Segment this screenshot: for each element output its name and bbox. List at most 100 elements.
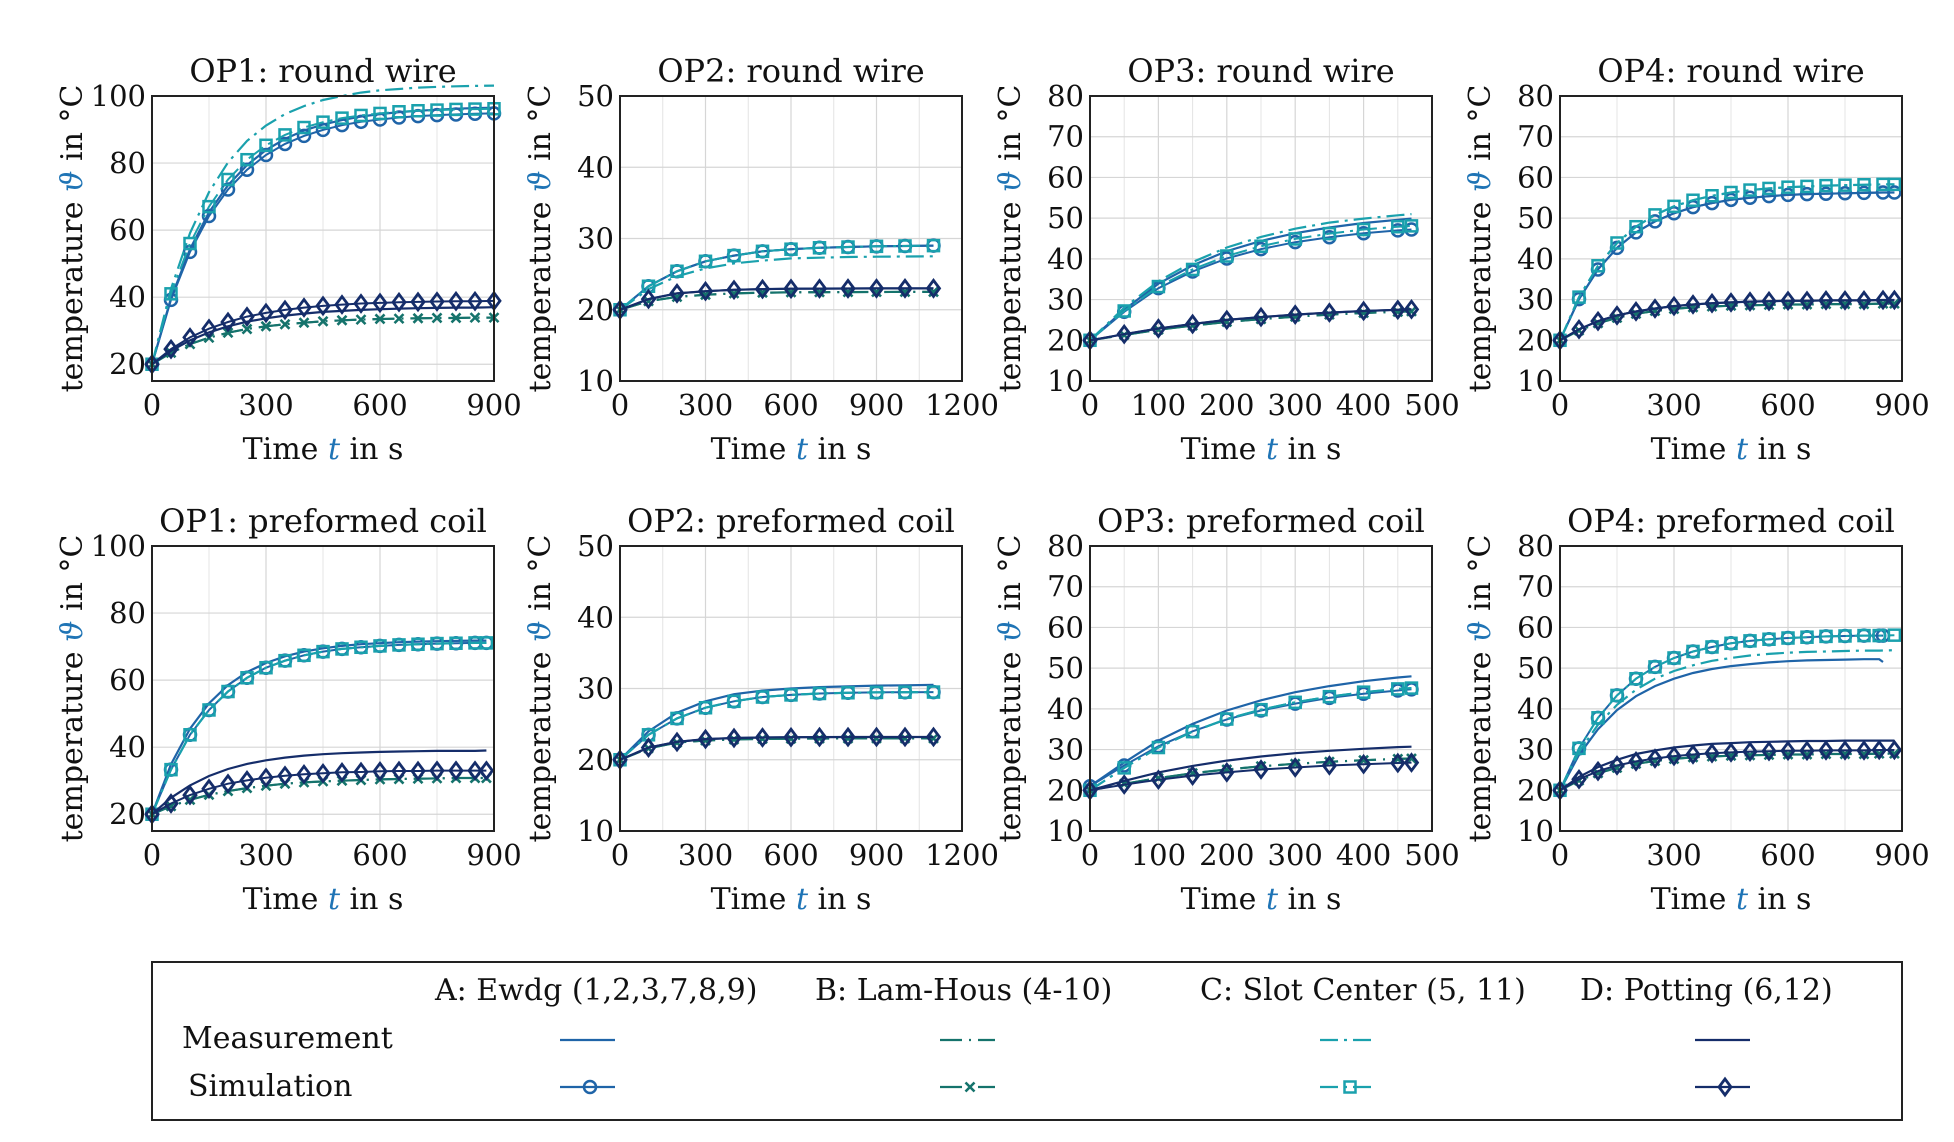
simulation-line-d <box>1089 308 1412 342</box>
sim-marker-c <box>164 287 178 301</box>
x-tick-label: 0 <box>1081 838 1099 872</box>
y-axis-label: temperature ϑ in °C <box>523 535 558 843</box>
sim-marker-d <box>1609 755 1625 776</box>
simulation-line-c <box>1089 687 1412 792</box>
sim-marker-d <box>1886 289 1903 311</box>
measurement-line-a <box>1089 675 1412 788</box>
sim-marker-d <box>1403 752 1420 773</box>
measurement-line-c <box>1559 649 1895 791</box>
simulation-line-d <box>151 299 495 365</box>
sim-marker-d <box>448 760 464 781</box>
y-tick-label: 40 <box>1517 692 1554 726</box>
sim-marker-a <box>1704 195 1720 211</box>
y-tick-label: 100 <box>91 529 146 563</box>
sim-marker-c <box>698 254 713 269</box>
x-tick-label: 600 <box>352 838 407 872</box>
sim-marker-c <box>1781 180 1795 194</box>
sim-marker-d <box>1321 302 1338 323</box>
chart-title: OP1: preformed coil <box>159 502 487 540</box>
plot-frame <box>151 95 495 382</box>
sim-marker-c <box>1762 181 1776 196</box>
sim-marker-c <box>1743 634 1757 648</box>
sim-marker-d <box>1609 305 1625 326</box>
x-tick-label: 1200 <box>925 388 999 422</box>
x-axis-label: Time t in s <box>711 432 872 467</box>
sim-marker-c <box>1391 219 1405 234</box>
sim-marker-c <box>1762 632 1776 646</box>
y-tick-label: 10 <box>1047 814 1084 848</box>
chart-op3-round-wire: 0 100 200 300 400 500 10 20 30 40 50 60 70 80 OP3: rou… <box>993 52 1460 467</box>
y-tick-label: 80 <box>1517 79 1554 113</box>
sim-marker-b <box>393 313 405 325</box>
sim-marker-a <box>1780 187 1796 203</box>
sim-marker-d <box>315 762 331 784</box>
sim-marker-d <box>1647 748 1663 769</box>
sim-marker-d <box>429 291 445 312</box>
plot-frame <box>1559 95 1903 382</box>
sim-marker-d <box>1704 742 1720 764</box>
sim-marker-d <box>1647 298 1663 319</box>
y-tick-label: 30 <box>1517 283 1554 317</box>
chart-op4-round-wire: 0 300 600 900 10 20 30 40 50 60 70 80 OP4: round wir… <box>1463 52 1930 467</box>
x-tick-label: 300 <box>678 388 733 422</box>
y-tick-label: 20 <box>1047 773 1084 807</box>
x-axis-label: Time t in s <box>1181 882 1342 917</box>
sim-marker-c <box>727 248 741 263</box>
x-tick-label: 0 <box>143 838 161 872</box>
plot-frame <box>619 545 963 832</box>
x-tick-label: 0 <box>143 388 161 422</box>
sim-marker-d <box>1321 755 1338 776</box>
sim-marker-d <box>467 760 483 781</box>
y-axis-label: temperature ϑ in °C <box>993 535 1028 843</box>
legend-marker-c <box>1343 1080 1357 1094</box>
sim-marker-d <box>669 731 685 753</box>
sim-marker-d <box>334 294 350 315</box>
sim-marker-d <box>1780 740 1796 762</box>
x-tick-label: 600 <box>1760 388 1815 422</box>
sim-marker-b <box>298 317 310 329</box>
sim-marker-d <box>182 784 198 806</box>
sim-marker-d <box>1628 301 1644 322</box>
x-tick-label: 900 <box>1874 838 1929 872</box>
sim-marker-c <box>259 138 273 153</box>
sim-marker-c <box>1254 702 1268 717</box>
sim-marker-d <box>1704 292 1720 314</box>
sim-marker-c <box>316 644 330 659</box>
sim-marker-c <box>1404 219 1419 233</box>
x-tick-label: 900 <box>466 838 521 872</box>
chart-op3-preformed-coil: 0 100 200 300 400 500 10 20 30 40 50 60 70 80 OP3: pre… <box>993 502 1460 917</box>
x-tick-label: 100 <box>1131 838 1186 872</box>
legend-marker-d <box>1717 1076 1733 1098</box>
x-tick-label: 300 <box>238 838 293 872</box>
y-tick-label: 80 <box>109 596 146 630</box>
sim-marker-c <box>1610 236 1624 250</box>
sim-marker-c <box>1220 712 1234 726</box>
sim-marker-d <box>1666 745 1682 767</box>
sim-marker-c <box>727 694 741 709</box>
x-tick-label: 0 <box>1551 388 1569 422</box>
sim-marker-d <box>1818 290 1834 311</box>
chart-title: OP4: round wire <box>1597 52 1864 90</box>
sim-marker-d <box>315 295 331 317</box>
sim-marker-c <box>1724 636 1738 651</box>
y-tick-label: 20 <box>109 797 146 831</box>
measurement-line-d <box>151 749 487 816</box>
y-tick-label: 50 <box>577 529 614 563</box>
sim-marker-d <box>220 311 236 333</box>
sim-marker-c <box>841 686 855 700</box>
sim-marker-d <box>1742 291 1758 312</box>
y-tick-label: 40 <box>1047 692 1084 726</box>
plot-frame <box>1089 95 1433 382</box>
sim-marker-b <box>431 312 443 324</box>
y-axis-label: temperature ϑ in °C <box>993 85 1028 393</box>
sim-marker-d <box>1184 765 1201 786</box>
sim-marker-d <box>1287 757 1303 778</box>
y-tick-label: 60 <box>109 213 146 247</box>
sim-marker-b <box>374 313 386 325</box>
sim-marker-c <box>1648 660 1662 674</box>
sim-marker-d <box>201 778 217 800</box>
y-tick-label: 70 <box>1047 120 1084 154</box>
sim-marker-c <box>670 711 684 726</box>
x-tick-label: 300 <box>1646 838 1701 872</box>
chart-op2-preformed-coil: 0 300 600 900 1200 10 20 30 40 50 OP2: preformed c… <box>523 502 999 917</box>
